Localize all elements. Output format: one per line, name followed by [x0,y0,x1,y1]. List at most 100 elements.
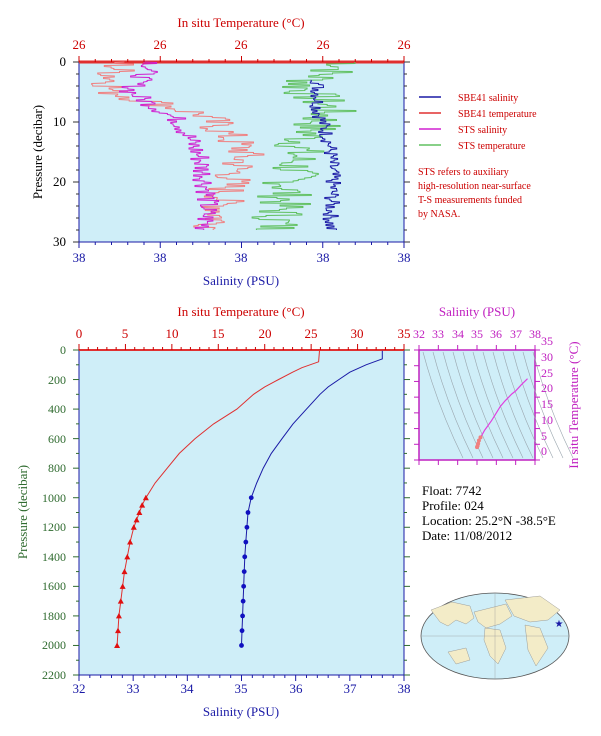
main-pres-tick: 1600 [42,579,66,593]
top-sal-axis-title: Salinity (PSU) [203,273,279,288]
legend-label: STS temperature [458,141,526,152]
ts-temp-tick-labels: 0 5 10 15 20 25 30 35 [541,334,553,458]
main-pres-tick: 1400 [42,550,66,564]
temperature-point [115,627,121,634]
main-temp-tick: 20 [259,326,272,341]
main-pres-axis-title: Pressure (decibar) [15,465,30,559]
main-pres-tick: 0 [60,343,66,357]
ts-density-contour [512,351,554,459]
ts-sal-tick: 34 [452,327,464,341]
main-temp-tick: 10 [166,326,179,341]
main-sal-axis-title: Salinity (PSU) [203,704,279,719]
ts-temp-tick: 15 [541,397,553,411]
salinity-point [241,569,247,574]
ts-sal-tick: 32 [413,327,425,341]
ts-temp-tick: 30 [541,350,553,364]
ts-sal-tick: 37 [510,327,522,341]
sbe-temperature-trace [91,61,265,230]
legend-label: SBE41 temperature [458,109,537,120]
ts-density-contour [422,351,464,459]
ts-sal-tick: 36 [490,327,502,341]
ts-temp-tick: 20 [541,381,553,395]
main-pres-tick-labels: 0 200 400 600 800 1000 1200 1400 1600 18… [42,343,66,682]
ts-density-contour [472,351,514,459]
main-plot-area [78,349,405,676]
ts-sal-tick-labels: 32 33 34 35 36 37 38 [413,327,541,341]
ts-temp-tick: 5 [541,429,547,443]
ts-density-contour [482,351,524,459]
legend-label: SBE41 salinity [458,93,518,104]
ts-axes [414,345,540,465]
map-land-mass [447,647,471,665]
temperature-point [136,509,143,515]
ts-temp-tick: 25 [541,366,553,380]
salinity-point [245,510,251,515]
ts-temp-tick: 0 [541,444,547,458]
temperature-point [130,524,137,530]
note-line: by NASA. [418,209,460,220]
main-temp-tick: 15 [212,326,225,341]
temperature-point [139,502,146,508]
ts-sal-tick: 33 [432,327,444,341]
profile-number: Profile: 024 [422,498,484,513]
top-pres-tick: 30 [53,234,66,249]
float-location: Location: 25.2°N -38.5°E [422,513,556,528]
note-line: STS refers to auxiliary [418,167,509,178]
ts-deep-point [476,438,481,443]
temperature-point [114,642,121,648]
top-legend: SBE41 salinity SBE41 temperature STS sal… [419,93,537,152]
top-axes [73,56,410,248]
sbe-salinity-trace [309,79,341,230]
main-temp-tick-labels: 0 5 10 15 20 25 30 35 [76,326,411,341]
main-pres-tick: 2000 [42,638,66,652]
ts-density-contour [452,351,494,459]
main-pres-tick: 1000 [42,491,66,505]
salinity-point [239,628,245,634]
world-map: ★ [420,592,570,680]
main-series [114,350,383,648]
top-pres-tick: 0 [60,54,67,69]
ts-temp-axis-title: In situ Temperature (°C) [566,341,581,468]
temperature-point [115,612,122,619]
main-sal-tick: 34 [181,681,195,696]
main-temp-tick: 5 [122,326,129,341]
ts-density-contour [432,351,474,459]
main-sal-tick-labels: 32 33 34 35 36 37 38 [73,681,411,696]
top-temp-tick: 26 [73,37,87,52]
float-number: Float: 7742 [422,483,482,498]
main-pres-tick: 400 [48,402,66,416]
sts-note: STS refers to auxiliary high-resolution … [418,167,531,220]
salinity-point [244,524,250,530]
top-temp-tick: 26 [235,37,249,52]
top-temp-tick: 26 [154,37,168,52]
temperature-point [117,598,124,604]
main-pres-tick: 200 [48,373,66,387]
main-pres-tick: 1800 [42,609,66,623]
main-pres-tick: 600 [48,432,66,446]
main-temp-tick: 0 [76,326,83,341]
ts-sal-axis-title: Salinity (PSU) [439,304,515,319]
ts-deep-point [478,435,483,440]
top-sal-tick: 38 [235,250,248,265]
main-temp-tick: 35 [398,326,411,341]
temperature-point [119,583,126,589]
temperature-point [133,516,140,523]
top-pres-tick: 10 [53,114,66,129]
salinity-point [241,583,247,589]
ts-sal-tick: 38 [529,327,541,341]
main-panel: In situ Temperature (°C) 0 5 10 15 20 25… [15,304,411,719]
sts-temperature-trace [251,61,357,230]
ts-sal-tick: 35 [471,327,483,341]
profile-date: Date: 11/08/2012 [422,528,512,543]
note-line: T-S measurements funded [418,195,522,206]
top-temp-axis-title: In situ Temperature (°C) [177,15,304,30]
sts-salinity-trace [119,61,220,230]
temperature-point [121,568,128,575]
top-pres-tick: 20 [53,174,66,189]
top-sal-tick: 38 [317,250,330,265]
main-sal-tick: 36 [290,681,304,696]
ts-density-contour [532,351,574,459]
ts-density-contour [522,351,564,459]
top-temp-tick: 26 [398,37,412,52]
